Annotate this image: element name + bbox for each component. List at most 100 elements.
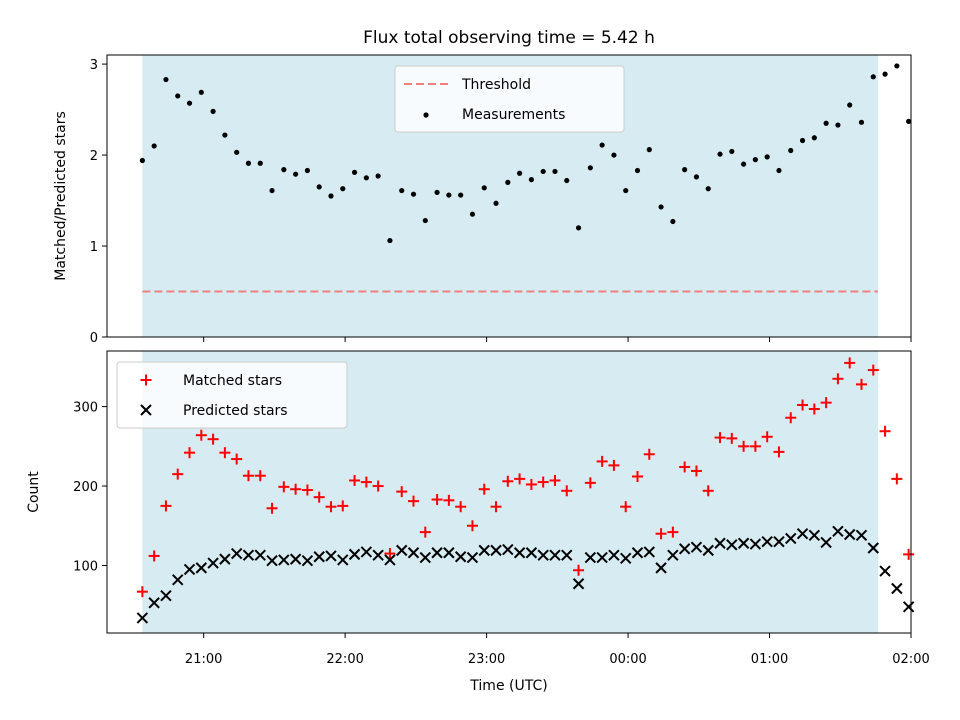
predicted-star-point (384, 554, 396, 566)
matched-star-point (254, 470, 266, 482)
predicted-star-point (490, 544, 502, 557)
measurement-point (634, 167, 641, 174)
measurement-point (245, 160, 252, 166)
predicted-star-point (832, 525, 844, 538)
predicted-star-point (454, 551, 467, 563)
matched-legend-label: Matched stars (183, 373, 282, 389)
bottom-panel: 100 200 300 21:00 22:00 23:00 00:00 01:00 02:00… (26, 350, 930, 694)
matched-star-point (443, 494, 455, 506)
x-tick-label: 21:00 (185, 652, 222, 667)
measurement-point (740, 161, 747, 167)
measurements-legend-swatch (423, 112, 429, 118)
predicted-star-point (172, 574, 184, 586)
matched-star-point (431, 494, 443, 506)
y-tick-label: 200 (73, 480, 98, 495)
measurement-point (328, 193, 334, 199)
measurement-point (717, 151, 723, 157)
matched-star-point (195, 429, 207, 441)
predicted-star-point (148, 597, 160, 609)
predicted-star-point (855, 529, 868, 542)
matched-star-point (726, 432, 738, 444)
matched-marker (140, 374, 152, 386)
predicted-star-point (667, 549, 679, 561)
predicted-star-point (183, 563, 196, 576)
predicted-star-point (195, 562, 208, 574)
matched-star-point (301, 484, 313, 496)
matched-star-point (855, 378, 867, 390)
predicted-star-point (549, 549, 561, 561)
matched-star-point (584, 477, 596, 489)
predicted-star-point (278, 554, 290, 566)
matched-star-point (903, 548, 915, 560)
predicted-star-point (749, 538, 762, 550)
measurement-point (599, 142, 605, 148)
matched-star-point (396, 486, 408, 498)
measurement-point (870, 74, 876, 80)
bottom-legend: Matched stars Predicted stars (116, 361, 348, 429)
matched-legend-swatch (140, 374, 152, 386)
matched-star-point (466, 520, 478, 532)
matched-star-point (879, 425, 891, 437)
measurement-point (304, 167, 311, 174)
predicted-star-point (620, 552, 632, 565)
matched-star-point (278, 481, 290, 493)
x-tick-label: 00:00 (609, 652, 646, 667)
matched-star-point (702, 485, 714, 497)
measurement-point (505, 179, 511, 185)
matched-star-point (820, 397, 832, 409)
measurement-point (623, 187, 629, 194)
matched-star-point (714, 432, 726, 444)
matched-star-point (478, 483, 490, 495)
matched-star-point (537, 476, 549, 488)
predicted-star-point (737, 537, 750, 549)
measurement-point (387, 237, 393, 244)
matched-star-point (738, 440, 750, 452)
predicted-star-point (584, 551, 597, 564)
measurement-point (823, 120, 829, 126)
measurement-point (882, 71, 888, 77)
matched-star-point (631, 471, 643, 483)
measurement-point (186, 100, 193, 106)
measurement-point (517, 170, 523, 176)
measurement-point (670, 218, 676, 225)
predicted-star-point (136, 612, 149, 624)
matched-star-point (667, 526, 679, 538)
matched-star-point (514, 473, 526, 485)
x-axis-label: Time (UTC) (469, 678, 547, 694)
predicted-star-point (372, 549, 384, 561)
matched-star-point (242, 470, 254, 482)
matched-star-point (561, 485, 573, 497)
measurement-point (399, 187, 405, 194)
measurement-point (729, 148, 735, 155)
bottom-axes-frame (106, 350, 912, 634)
predicted-star-point (360, 546, 373, 558)
x-tick-label: 22:00 (326, 652, 363, 667)
predicted-star-point (655, 562, 667, 574)
matched-star-point (502, 475, 514, 487)
predicted-star-point (561, 549, 573, 561)
predicted-star-point (761, 535, 773, 548)
matched-star-point (690, 465, 702, 477)
measurement-point (776, 167, 782, 174)
matched-star-point (891, 473, 903, 485)
measurement-point (210, 108, 216, 114)
measurement-point (422, 217, 428, 224)
measurement-point (835, 122, 841, 128)
matched-star-point (844, 357, 856, 369)
matched-star-point (219, 447, 231, 459)
predicted-star-point (301, 555, 314, 567)
measurement-point (234, 149, 240, 155)
measurement-point (257, 160, 263, 166)
predicted-star-point (879, 565, 891, 577)
measurement-point (564, 177, 570, 184)
matched-star-point (797, 399, 809, 411)
measurement-point (163, 76, 169, 83)
measurement-point (540, 168, 546, 175)
matched-star-point (325, 501, 337, 513)
predicted-star-point (348, 548, 361, 561)
measurement-point (552, 168, 558, 175)
matched-star-point (231, 453, 243, 465)
matched-star-point (408, 495, 420, 507)
measurement-point (316, 184, 322, 190)
